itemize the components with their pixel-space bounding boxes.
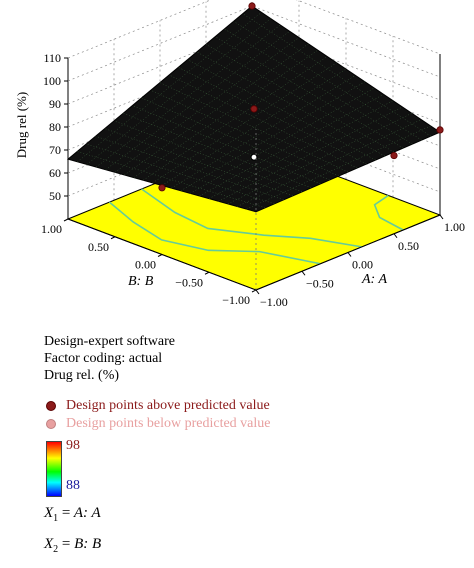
surface-mesh-line [199,94,384,197]
legend-above: Design points above predicted value [46,398,270,414]
surface-mesh-line [169,74,358,169]
legend-above-marker [46,401,56,411]
x-tick-label: −1.00 [260,295,288,309]
back-wall-gridline [67,0,441,59]
info-block: Design-expert software Factor coding: ac… [44,333,175,384]
y-tick-label: −0.50 [175,275,203,289]
eq-x2-rhs: B: B [74,536,102,552]
legend-above-label: Design points above predicted value [66,398,270,413]
x-tick [439,214,444,220]
z-tick-label: 50 [49,189,61,203]
x-tick-label: 0.00 [352,258,373,272]
x-tick [347,252,352,257]
surface-mesh-line [114,37,300,173]
surface-mesh-line [246,125,431,210]
equation-x1: X1 = A: A [44,505,101,524]
eq-x2-sub: 2 [53,544,59,555]
legend-below-marker [46,419,56,429]
legend-below-label: Design points below predicted value [66,416,271,431]
surface-mesh-line [215,36,404,149]
back-wall-gridline [67,5,441,82]
design-point-above [390,151,398,160]
z-tick-label: 70 [49,143,61,157]
design-point-below [250,153,258,161]
design-point-above [250,105,258,113]
surface-mesh-line [95,136,284,201]
eq-x1-sub: 1 [53,513,59,524]
surface-mesh-line [227,113,412,205]
equation-x2: X2 = B: B [44,536,102,555]
eq-x1-symbol: X [44,505,54,521]
surface-mesh-line [152,62,337,184]
y-tick [251,289,257,293]
surface-mesh-line [178,67,367,165]
info-coding: Factor coding: actual [44,351,163,366]
x-axis-label: A: A [361,272,387,287]
design-point-above [248,2,256,10]
surface-mesh-line [237,119,422,207]
x-tick-label: 1.00 [444,220,465,234]
y-tick [110,236,116,240]
y-tick-label: 0.00 [135,258,156,272]
colorbar-max-label: 98 [66,438,80,453]
surface-mesh-line [205,44,395,153]
surface-mesh-line [132,105,321,185]
surface-mesh-line [242,13,431,137]
surface-mesh-line [161,68,347,186]
eq-x2-symbol: X [44,536,54,552]
x-tick [393,233,398,239]
y-tick-label: 0.50 [88,240,109,254]
z-tick-label: 110 [43,51,61,65]
axis-ticks: 50 60 70 80 90 100 110 −1.00 −0.50 0.00 0.50 1.00 1.… [41,51,465,309]
x-tick-label: 0.50 [398,239,419,253]
z-tick-label: 80 [49,120,61,134]
x-tick [255,289,260,295]
y-tick-label: 1.00 [41,222,62,236]
legend-below: Design points below predicted value [46,416,271,432]
z-tick-label: 90 [49,97,61,111]
contour-line [108,201,321,265]
surface-mesh-line [123,113,312,189]
design-points [158,2,444,192]
surface-mesh-line [113,120,303,193]
surface-mesh-line [233,21,422,141]
eq-x1-rhs: A: A [73,505,101,521]
y-axis-label: B: B [128,274,154,289]
surface-mesh-line [104,128,293,197]
surface-mesh-line [187,59,376,161]
y-tick [157,254,163,257]
contour-line [141,188,362,248]
z-tick-label: 60 [49,166,61,180]
z-tick-label: 100 [43,74,61,88]
z-axis-label: Drug rel (%) [14,92,29,158]
x-tick [301,270,306,276]
surface-mesh-line [86,18,271,165]
design-point-above [436,126,444,134]
y-tick [63,218,69,222]
design-point-above [158,184,166,192]
x-tick-label: −0.50 [306,276,334,290]
info-software: Design-expert software [44,334,176,349]
contour-line [373,194,404,231]
surface-mesh-line [133,50,318,178]
surface-mesh-line [224,28,413,145]
y-tick [204,271,210,275]
y-tick-label: −1.00 [222,293,250,307]
colorbar-min-label: 88 [66,478,80,493]
info-response: Drug rel. (%) [44,368,120,383]
back-wall-gridline [67,51,441,128]
surface-mesh-line [143,56,328,181]
surface-mesh-line [77,12,262,162]
colorbar [46,441,62,497]
back-wall-gridline [67,28,441,105]
response-surface-plot: 50 60 70 80 90 100 110 −1.00 −0.50 0.00 0.50 1.00 1.… [14,0,465,309]
